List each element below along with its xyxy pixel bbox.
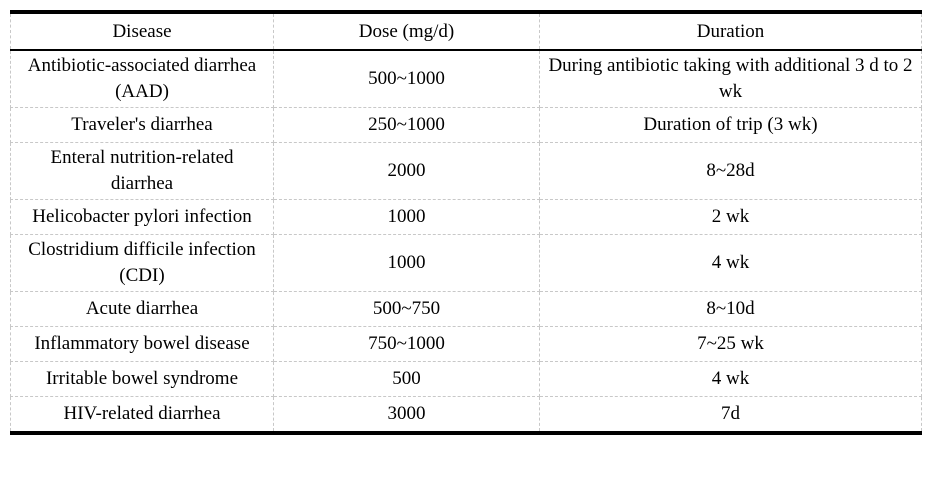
duration-cell: 8~10d <box>539 291 922 327</box>
table-row: Helicobacter pylori infection 1000 2 wk <box>10 199 922 235</box>
dose-cell: 500~750 <box>273 291 540 327</box>
disease-cell: Irritable bowel syndrome <box>10 361 274 397</box>
dose-cell: 1000 <box>273 199 540 235</box>
table-row: Clostridium difficile infection (CDI) 100… <box>10 234 922 292</box>
duration-cell: 8~28d <box>539 142 922 200</box>
disease-cell: Helicobacter pylori infection <box>10 199 274 235</box>
table-row: Enteral nutrition-related diarrhea 2000 8~… <box>10 142 922 200</box>
header-row: Disease Dose (mg/d) Duration <box>10 11 922 51</box>
table-header: Disease Dose (mg/d) Duration <box>10 11 922 51</box>
duration-cell: 2 wk <box>539 199 922 235</box>
column-header-duration: Duration <box>539 11 922 51</box>
dose-cell: 750~1000 <box>273 326 540 362</box>
disease-cell: Inflammatory bowel disease <box>10 326 274 362</box>
disease-cell: Clostridium difficile infection (CDI) <box>10 234 274 292</box>
table-row: Irritable bowel syndrome 500 4 wk <box>10 361 922 397</box>
column-header-disease: Disease <box>10 11 274 51</box>
table-row: Acute diarrhea 500~750 8~10d <box>10 291 922 327</box>
dose-cell: 250~1000 <box>273 107 540 143</box>
table-row: Traveler's diarrhea 250~1000 Duration of t… <box>10 107 922 143</box>
duration-cell: Duration of trip (3 wk) <box>539 107 922 143</box>
table-row: Inflammatory bowel disease 750~1000 7~25 w… <box>10 326 922 362</box>
table-body: Antibiotic-associated diarrhea (AAD) 500~… <box>10 49 922 434</box>
duration-cell: 7d <box>539 396 922 434</box>
dose-cell: 2000 <box>273 142 540 200</box>
dose-cell: 3000 <box>273 396 540 434</box>
dosage-table: Disease Dose (mg/d) Duration Antibiotic-… <box>10 10 922 435</box>
disease-cell: HIV-related diarrhea <box>10 396 274 434</box>
duration-cell: 4 wk <box>539 234 922 292</box>
duration-cell: 4 wk <box>539 361 922 397</box>
dose-cell: 500~1000 <box>273 49 540 108</box>
table-row: HIV-related diarrhea 3000 7d <box>10 396 922 434</box>
disease-cell: Antibiotic-associated diarrhea (AAD) <box>10 49 274 108</box>
disease-cell: Traveler's diarrhea <box>10 107 274 143</box>
dose-cell: 500 <box>273 361 540 397</box>
duration-cell: 7~25 wk <box>539 326 922 362</box>
disease-cell: Enteral nutrition-related diarrhea <box>10 142 274 200</box>
table-row: Antibiotic-associated diarrhea (AAD) 500~… <box>10 49 922 108</box>
dose-cell: 1000 <box>273 234 540 292</box>
disease-cell: Acute diarrhea <box>10 291 274 327</box>
column-header-dose: Dose (mg/d) <box>273 11 540 51</box>
duration-cell: During antibiotic taking with additional… <box>539 49 922 108</box>
